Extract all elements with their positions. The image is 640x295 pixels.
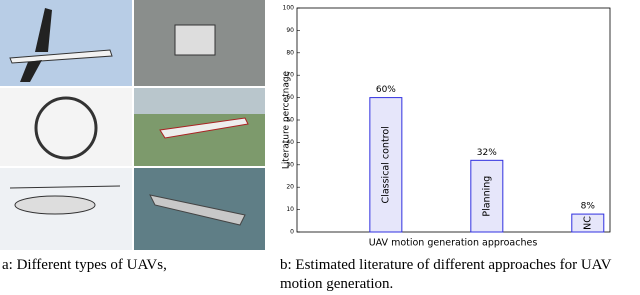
caption-b: b: Estimated literature of different app… — [280, 257, 612, 292]
rotor — [9, 185, 121, 189]
y-tick-label: 40 — [286, 139, 294, 146]
sky — [134, 88, 265, 114]
y-tick-label: 0 — [290, 229, 294, 236]
y-tick-label: 90 — [286, 27, 294, 34]
bar-category-label: Classical control — [380, 126, 391, 203]
y-tick-label: 60 — [286, 94, 294, 101]
photo-hexacopter — [0, 88, 132, 166]
hex-frame — [34, 96, 98, 160]
bar — [571, 213, 605, 233]
y-tick-label: 80 — [286, 49, 294, 56]
bar-category-label: NC — [582, 216, 593, 230]
y-tick-label: 50 — [286, 117, 294, 124]
caption-a: a: Different types of UAVs, — [2, 257, 167, 273]
y-tick-label: 20 — [286, 184, 294, 191]
value-label: 60% — [376, 85, 396, 95]
y-tick-label: 30 — [286, 161, 294, 168]
plane — [9, 49, 113, 64]
value-label: 32% — [477, 148, 497, 158]
tiltrotor — [159, 117, 249, 139]
bar — [470, 159, 504, 233]
y-axis-label: Literature percetnage — [282, 70, 292, 169]
y-tick-label: 70 — [286, 72, 294, 79]
y-tick-label: 10 — [286, 206, 294, 213]
bar — [369, 97, 403, 233]
ducted-uav — [174, 24, 216, 56]
recon-uav — [149, 194, 246, 226]
y-tick-label: 100 — [283, 5, 295, 12]
x-axis-label: UAV motion generation approaches — [369, 238, 538, 249]
heli — [14, 195, 96, 215]
uav-collage — [0, 0, 265, 250]
photo-fixed-wing — [0, 0, 132, 86]
axes-frame — [296, 7, 611, 233]
bar-category-label: Planning — [481, 176, 492, 217]
wing — [20, 8, 52, 82]
value-label: 8% — [581, 202, 596, 212]
